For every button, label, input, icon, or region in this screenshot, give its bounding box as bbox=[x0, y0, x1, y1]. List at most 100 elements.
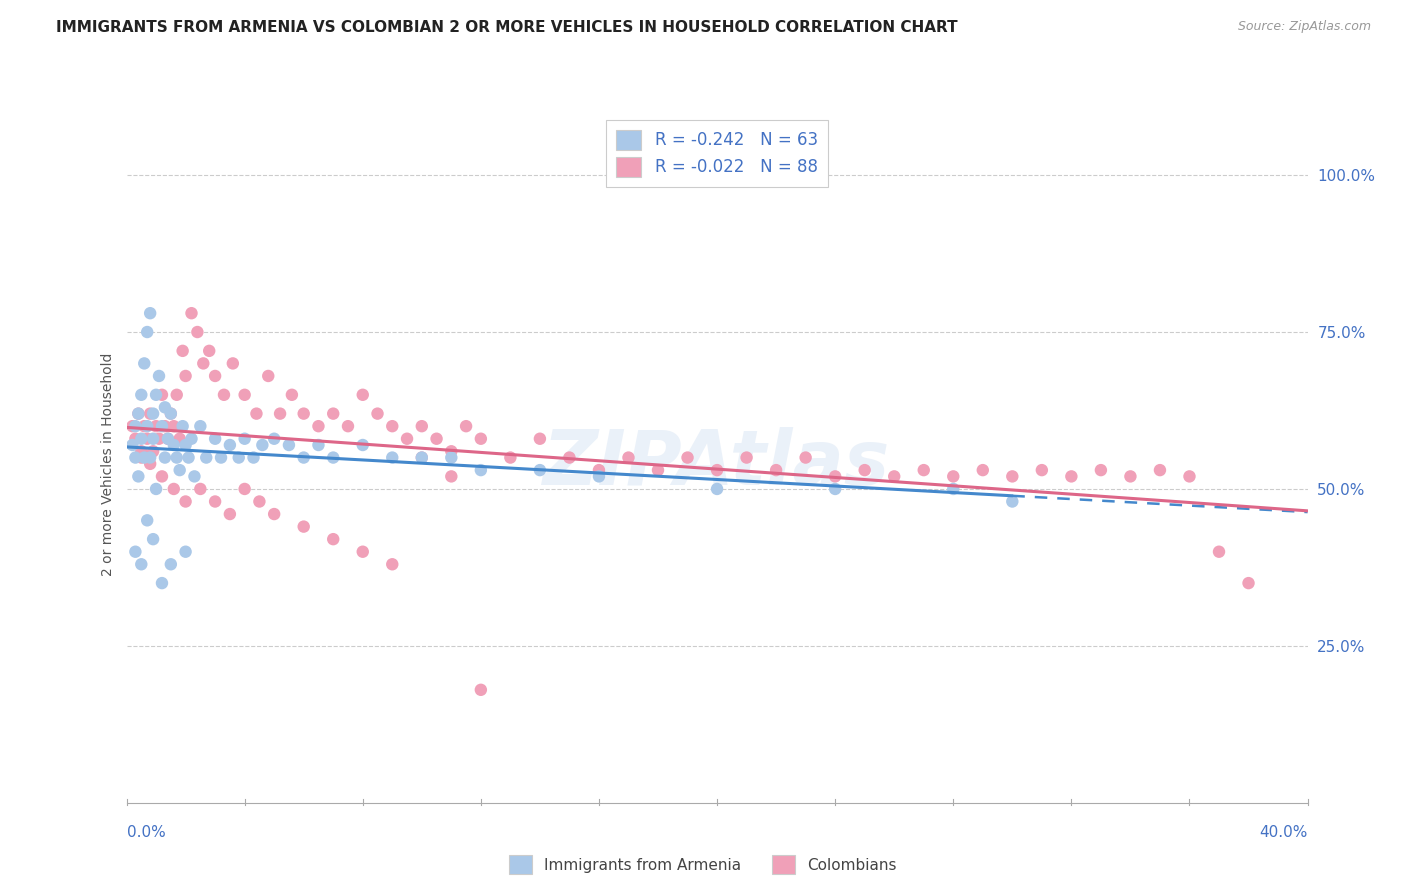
Point bbox=[794, 450, 817, 465]
Point bbox=[242, 450, 264, 465]
Point bbox=[233, 432, 256, 446]
Point bbox=[1178, 469, 1201, 483]
Point bbox=[204, 368, 226, 383]
Y-axis label: 2 or more Vehicles in Household: 2 or more Vehicles in Household bbox=[101, 352, 115, 575]
Point bbox=[440, 469, 463, 483]
Point bbox=[278, 438, 301, 452]
Point bbox=[195, 450, 218, 465]
Point bbox=[142, 444, 165, 458]
Point bbox=[269, 407, 291, 421]
Point bbox=[219, 438, 242, 452]
Point bbox=[174, 545, 197, 559]
Point bbox=[174, 368, 197, 383]
Point bbox=[153, 450, 176, 465]
Point bbox=[617, 450, 640, 465]
Point bbox=[159, 407, 183, 421]
Point bbox=[454, 419, 477, 434]
Point bbox=[148, 368, 170, 383]
Point bbox=[174, 494, 197, 508]
Point bbox=[1149, 463, 1171, 477]
Point bbox=[169, 432, 191, 446]
Point bbox=[127, 407, 149, 421]
Point bbox=[174, 438, 197, 452]
Point bbox=[129, 388, 153, 402]
Point bbox=[124, 450, 146, 465]
Point bbox=[411, 450, 433, 465]
Point bbox=[470, 682, 492, 697]
Point bbox=[706, 463, 728, 477]
Point bbox=[245, 407, 267, 421]
Point bbox=[307, 419, 329, 434]
Point bbox=[159, 558, 183, 572]
Point bbox=[247, 494, 270, 508]
Point bbox=[942, 469, 965, 483]
Point bbox=[145, 388, 167, 402]
Point bbox=[1119, 469, 1142, 483]
Point bbox=[1060, 469, 1083, 483]
Point bbox=[142, 432, 165, 446]
Point bbox=[366, 407, 388, 421]
Point bbox=[163, 419, 186, 434]
Point bbox=[145, 419, 167, 434]
Point bbox=[307, 438, 329, 452]
Point bbox=[676, 450, 699, 465]
Point bbox=[139, 306, 162, 320]
Point bbox=[212, 388, 235, 402]
Point bbox=[765, 463, 787, 477]
Point bbox=[470, 463, 492, 477]
Point bbox=[150, 388, 173, 402]
Legend: R = -0.242   N = 63, R = -0.022   N = 88: R = -0.242 N = 63, R = -0.022 N = 88 bbox=[606, 120, 828, 187]
Point bbox=[186, 325, 208, 339]
Point bbox=[150, 419, 173, 434]
Point bbox=[166, 388, 188, 402]
Point bbox=[134, 356, 156, 370]
Point bbox=[163, 438, 186, 452]
Point bbox=[172, 419, 194, 434]
Point bbox=[972, 463, 994, 477]
Point bbox=[188, 482, 211, 496]
Point bbox=[134, 450, 156, 465]
Point bbox=[148, 432, 170, 446]
Point bbox=[156, 432, 179, 446]
Point bbox=[381, 450, 404, 465]
Point bbox=[134, 419, 156, 434]
Point bbox=[233, 388, 256, 402]
Point bbox=[706, 482, 728, 496]
Point bbox=[322, 407, 344, 421]
Point bbox=[228, 450, 250, 465]
Point bbox=[142, 407, 165, 421]
Point bbox=[824, 469, 846, 483]
Point bbox=[136, 325, 159, 339]
Point bbox=[281, 388, 304, 402]
Point bbox=[121, 419, 143, 434]
Point bbox=[352, 438, 374, 452]
Point bbox=[188, 419, 211, 434]
Point bbox=[183, 469, 205, 483]
Point bbox=[381, 558, 404, 572]
Point bbox=[153, 401, 176, 415]
Point bbox=[159, 407, 183, 421]
Point bbox=[1237, 576, 1260, 591]
Point bbox=[322, 532, 344, 546]
Point bbox=[153, 419, 176, 434]
Point bbox=[337, 419, 360, 434]
Point bbox=[292, 407, 315, 421]
Point bbox=[352, 545, 374, 559]
Point bbox=[735, 450, 758, 465]
Point bbox=[193, 356, 215, 370]
Point bbox=[142, 532, 165, 546]
Text: 0.0%: 0.0% bbox=[127, 825, 166, 840]
Point bbox=[136, 419, 159, 434]
Point bbox=[222, 356, 245, 370]
Point bbox=[499, 450, 522, 465]
Point bbox=[942, 482, 965, 496]
Point bbox=[1001, 469, 1024, 483]
Point bbox=[209, 450, 232, 465]
Point bbox=[172, 343, 194, 358]
Legend: Immigrants from Armenia, Colombians: Immigrants from Armenia, Colombians bbox=[503, 849, 903, 880]
Point bbox=[1090, 463, 1112, 477]
Point bbox=[263, 432, 285, 446]
Point bbox=[352, 388, 374, 402]
Point bbox=[912, 463, 935, 477]
Point bbox=[470, 432, 492, 446]
